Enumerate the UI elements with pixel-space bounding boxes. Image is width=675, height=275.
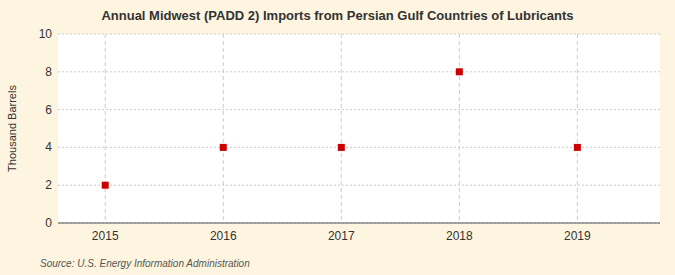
point (338, 144, 345, 151)
point (102, 182, 109, 189)
y-tick-label: 10 (39, 27, 53, 41)
x-grid-line (105, 34, 106, 223)
y-grid-line (58, 71, 660, 72)
y-grid-line (58, 34, 660, 35)
point (456, 68, 463, 75)
y-grid-line (58, 223, 660, 224)
y-tick-label: 6 (45, 103, 52, 117)
points (102, 68, 581, 188)
background (0, 0, 675, 275)
x-tick-label: 2016 (210, 229, 237, 243)
x-grid-line (459, 34, 460, 223)
x-tick-label: 2018 (446, 229, 473, 243)
y-grid-line (58, 109, 660, 110)
grid (58, 34, 660, 223)
y-tick-label: 8 (45, 65, 52, 79)
chart: 0 2 4 6 8 10 2015 2016 2017 2018 2019 Annual Midwes… (0, 0, 675, 275)
x-grid-line (577, 34, 578, 223)
x-grid-line (223, 34, 224, 223)
y-axis-label: Thousand Barrels (6, 85, 18, 172)
point (574, 144, 581, 151)
y-grid-line (58, 185, 660, 186)
x-axis-line (58, 223, 660, 224)
y-grid-line (58, 147, 660, 148)
y-tick-label: 2 (45, 178, 52, 192)
x-tick-label: 2015 (92, 229, 119, 243)
x-grid-line (341, 34, 342, 223)
y-tick-label: 0 (45, 216, 52, 230)
x-tick-label: 2017 (328, 229, 355, 243)
title: Annual Midwest (PADD 2) Imports from Per… (101, 8, 573, 23)
plot-area (58, 34, 660, 223)
y-tick-label: 4 (45, 140, 52, 154)
source: Source: U.S. Energy Information Administ… (40, 258, 250, 269)
point (220, 144, 227, 151)
x-tick-label: 2019 (564, 229, 591, 243)
